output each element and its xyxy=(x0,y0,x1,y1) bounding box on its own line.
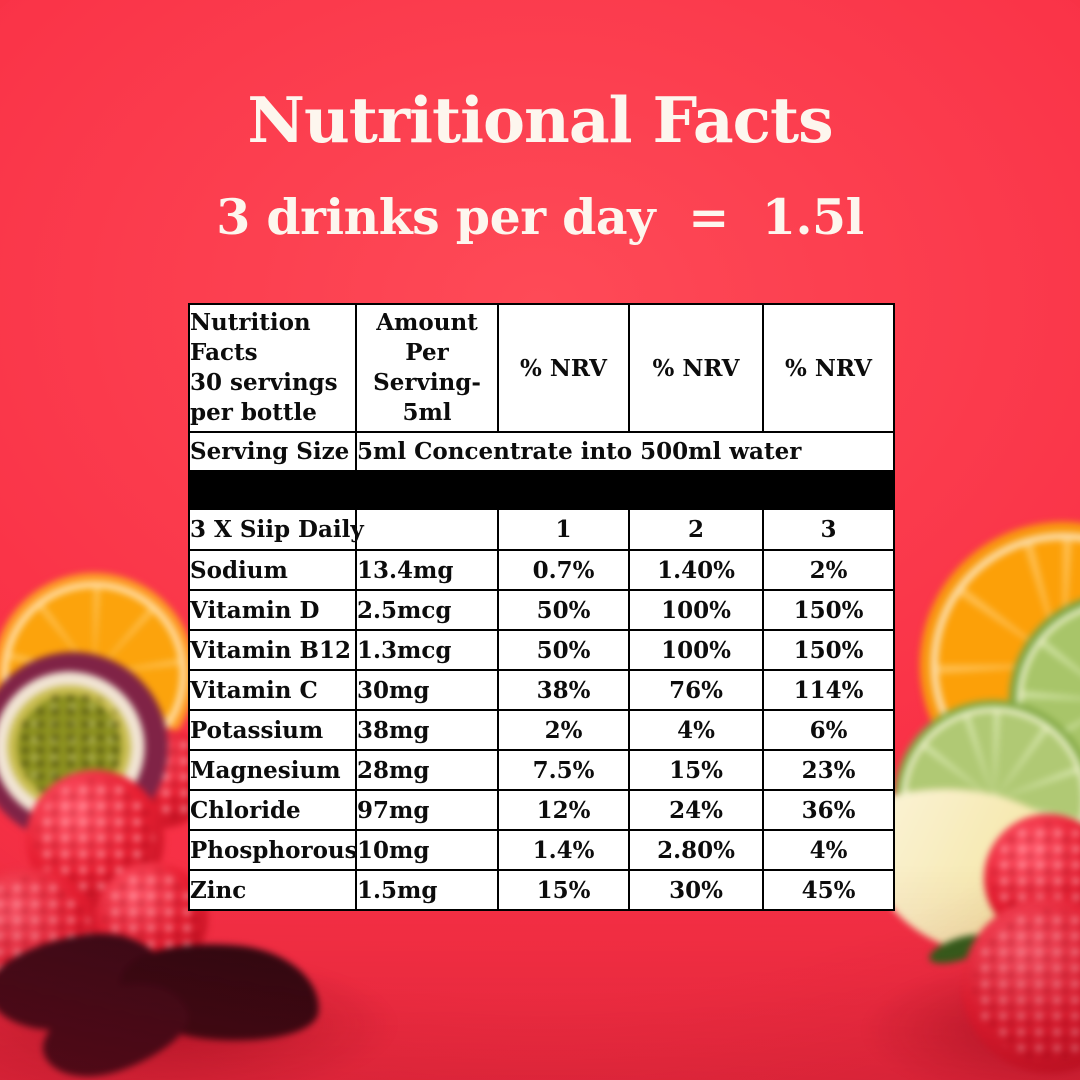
nrv-header-cell: % NRV xyxy=(762,303,895,433)
table-row: Vitamin B12 1.3mcg 50% 100% 150% xyxy=(188,629,895,671)
nrv-cell: 6% xyxy=(762,709,895,751)
nutrient-cell: Magnesium xyxy=(188,749,357,791)
table-row: Vitamin D 2.5mcg 50% 100% 150% xyxy=(188,589,895,631)
daily-count-cell: 3 xyxy=(762,508,895,551)
nutrient-cell: Vitamin B12 xyxy=(188,629,357,671)
table-row: Magnesium 28mg 7.5% 15% 23% xyxy=(188,749,895,791)
daily-count-cell: 2 xyxy=(628,508,764,551)
table-row: Phosphorous 10mg 1.4% 2.80% 4% xyxy=(188,829,895,871)
amount-header-cell: Amount Per Serving- 5ml xyxy=(355,303,499,433)
serving-size-row: Serving Size 5ml Concentrate into 500ml … xyxy=(188,431,895,472)
amount-cell: 28mg xyxy=(355,749,499,791)
amount-cell: 13.4mg xyxy=(355,549,499,591)
nrv-header-cell: % NRV xyxy=(497,303,630,433)
table-row: Vitamin C 30mg 38% 76% 114% xyxy=(188,669,895,711)
nrv-cell: 150% xyxy=(762,589,895,631)
amount-cell: 1.3mcg xyxy=(355,629,499,671)
table-row: Potassium 38mg 2% 4% 6% xyxy=(188,709,895,751)
black-divider-bar xyxy=(188,470,895,510)
serving-size-value: 5ml Concentrate into 500ml water xyxy=(355,431,895,472)
nutrient-cell: Vitamin D xyxy=(188,589,357,631)
amount-cell: 38mg xyxy=(355,709,499,751)
divider-bar-row xyxy=(188,470,895,510)
empty-cell xyxy=(355,508,499,551)
nutrition-table-container: Nutrition Facts 30 servings per bottle A… xyxy=(188,303,895,911)
nutrient-cell: Phosphorous xyxy=(188,829,358,871)
nrv-cell: 36% xyxy=(762,789,895,831)
siip-daily-row: 3 X Siip Daily 1 2 3 xyxy=(188,508,895,551)
amount-cell: 2.5mcg xyxy=(355,589,499,631)
nrv-cell: 2% xyxy=(762,549,895,591)
nrv-cell: 100% xyxy=(628,629,764,671)
nrv-cell: 1.40% xyxy=(628,549,764,591)
nrv-cell: 50% xyxy=(497,589,630,631)
nrv-cell: 100% xyxy=(628,589,764,631)
daily-count-cell: 1 xyxy=(497,508,630,551)
table-row: Zinc 1.5mg 15% 30% 45% xyxy=(188,869,895,911)
table-row: Chloride 97mg 12% 24% 36% xyxy=(188,789,895,831)
nrv-cell: 0.7% xyxy=(497,549,630,591)
nrv-cell: 7.5% xyxy=(497,749,630,791)
nrv-cell: 38% xyxy=(497,669,630,711)
nrv-cell: 30% xyxy=(628,869,764,911)
nrv-cell: 1.4% xyxy=(497,829,630,871)
nutrition-table: Nutrition Facts 30 servings per bottle A… xyxy=(188,303,895,911)
nrv-cell: 2% xyxy=(497,709,630,751)
amount-cell: 1.5mg xyxy=(355,869,499,911)
nrv-cell: 15% xyxy=(628,749,764,791)
nutrient-cell: Chloride xyxy=(188,789,357,831)
nrv-cell: 50% xyxy=(497,629,630,671)
header-row: Nutrition Facts 30 servings per bottle A… xyxy=(188,303,895,433)
serving-size-label: Serving Size xyxy=(188,431,357,472)
page-title: Nutritional Facts xyxy=(247,83,833,157)
amount-cell: 97mg xyxy=(355,789,499,831)
nrv-cell: 150% xyxy=(762,629,895,671)
nrv-cell: 76% xyxy=(628,669,764,711)
nrv-cell: 45% xyxy=(762,869,895,911)
raspberry-image xyxy=(962,898,1080,1073)
nrv-cell: 12% xyxy=(497,789,630,831)
nrv-cell: 15% xyxy=(497,869,630,911)
nutrient-cell: Sodium xyxy=(188,549,357,591)
amount-cell: 30mg xyxy=(355,669,499,711)
nutrient-cell: Zinc xyxy=(188,869,357,911)
siip-daily-label: 3 X Siip Daily xyxy=(188,508,364,551)
nrv-cell: 4% xyxy=(628,709,764,751)
nrv-cell: 24% xyxy=(628,789,764,831)
nrv-cell: 114% xyxy=(762,669,895,711)
table-row: Sodium 13.4mg 0.7% 1.40% 2% xyxy=(188,549,895,591)
page-subtitle: 3 drinks per day = 1.5l xyxy=(216,188,864,246)
nrv-cell: 4% xyxy=(762,829,895,871)
nrv-header-cell: % NRV xyxy=(628,303,764,433)
nrv-cell: 2.80% xyxy=(628,829,764,871)
corner-header-cell: Nutrition Facts 30 servings per bottle xyxy=(188,303,357,433)
nrv-cell: 23% xyxy=(762,749,895,791)
amount-cell: 10mg xyxy=(355,829,499,871)
nutrient-cell: Vitamin C xyxy=(188,669,357,711)
nutrient-cell: Potassium xyxy=(188,709,357,751)
